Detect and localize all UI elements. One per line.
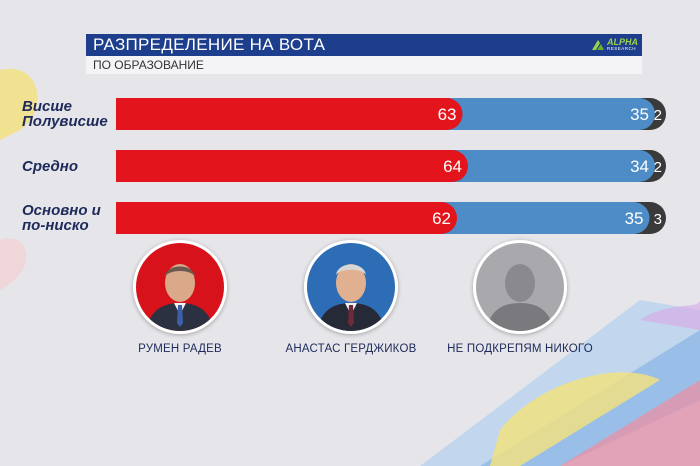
anonymous-person-icon bbox=[476, 243, 564, 331]
person-portrait-icon bbox=[136, 243, 224, 331]
logo-sub: RESEARCH bbox=[607, 46, 637, 52]
candidate-name: НЕ ПОДКРЕПЯМ НИКОГО bbox=[447, 343, 593, 355]
logo-mark-icon bbox=[592, 40, 604, 50]
category-label-line: Полувисше bbox=[22, 113, 108, 130]
category-label-line: Средно bbox=[22, 157, 79, 175]
label-gerdzhikov-1: 34 bbox=[630, 157, 649, 176]
label-radev-2: 62 bbox=[432, 209, 451, 228]
bar-radev-1 bbox=[116, 150, 468, 182]
candidate-radev: РУМЕН РАДЕВ bbox=[100, 240, 260, 355]
bar-radev-2 bbox=[116, 202, 457, 234]
label-none-0: 2 bbox=[654, 107, 662, 124]
label-gerdzhikov-2: 35 bbox=[625, 209, 644, 228]
category-label-1: Средно bbox=[22, 159, 118, 174]
label-gerdzhikov-0: 35 bbox=[630, 105, 649, 124]
candidate-name: АНАСТАС ГЕРДЖИКОВ bbox=[285, 343, 417, 355]
bar-gerdzhikov-0 bbox=[446, 98, 655, 130]
category-label-0: Висше Полувисше bbox=[22, 99, 118, 129]
chart-title: РАЗПРЕДЕЛЕНИЕ НА ВОТА bbox=[86, 34, 642, 56]
candidate-name: РУМЕН РАДЕВ bbox=[138, 343, 222, 355]
bar-radev-0 bbox=[116, 98, 463, 130]
label-radev-0: 63 bbox=[438, 105, 457, 124]
candidate-none: НЕ ПОДКРЕПЯМ НИКОГО bbox=[440, 240, 600, 355]
candidate-gerdzhikov: АНАСТАС ГЕРДЖИКОВ bbox=[271, 240, 431, 355]
chart-subtitle: ПО ОБРАЗОВАНИЕ bbox=[86, 56, 642, 74]
bar-gerdzhikov-1 bbox=[452, 150, 655, 182]
logo-word: ALPHA bbox=[607, 37, 638, 48]
label-none-1: 2 bbox=[654, 159, 662, 176]
category-label-line: Висше bbox=[22, 98, 73, 115]
alpha-research-logo: ALPHA RESEARCH bbox=[591, 36, 638, 54]
category-label-line: по-ниско bbox=[22, 217, 89, 234]
bar-gerdzhikov-2 bbox=[441, 202, 650, 234]
label-radev-1: 64 bbox=[443, 157, 462, 176]
category-label-line: Основно и bbox=[22, 202, 101, 219]
person-portrait-icon bbox=[307, 243, 395, 331]
avatar bbox=[304, 240, 398, 334]
avatar bbox=[473, 240, 567, 334]
label-none-2: 3 bbox=[654, 211, 662, 228]
category-label-2: Основно и по-ниско bbox=[22, 203, 118, 233]
avatar bbox=[133, 240, 227, 334]
